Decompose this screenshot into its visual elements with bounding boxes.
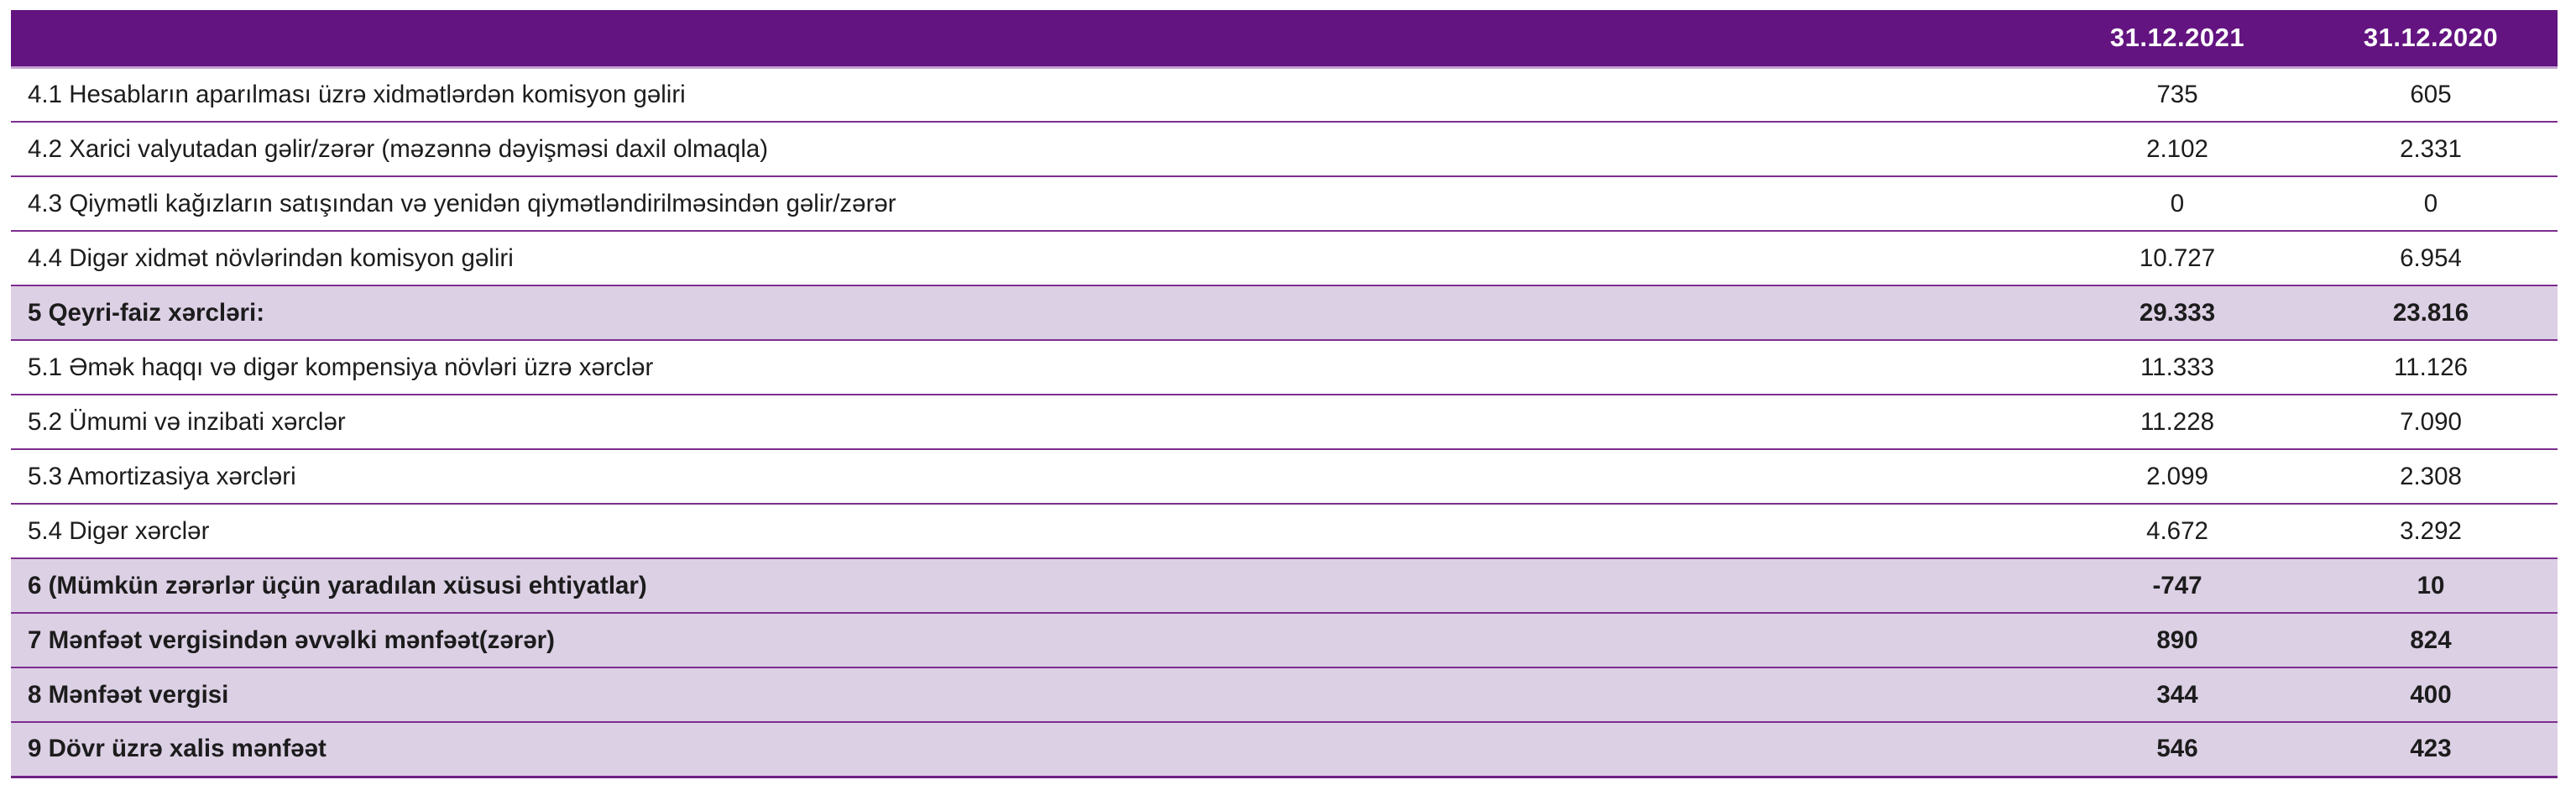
row-value-2021: -747: [2152, 571, 2202, 599]
row-label: 5 Qeyri-faiz xərcləri:: [28, 298, 265, 327]
row-label: 4.4 Digər xidmət növlərindən komisyon gə…: [28, 243, 514, 272]
row-value-2021: 735: [2156, 80, 2198, 108]
financial-table: 31.12.2021 31.12.2020 4.1 Hesabların apa…: [11, 10, 2558, 778]
row-value-2020: 0: [2423, 189, 2438, 217]
row-value-2021: 29.333: [2139, 298, 2216, 327]
row-value-2021: 11.333: [2140, 353, 2215, 381]
row-label: 7 Mənfəət vergisindən əvvəlki mənfəət(zə…: [28, 625, 555, 654]
row-value-2021: 2.102: [2146, 134, 2208, 163]
column-header-labels: [11, 10, 2051, 69]
row-value-2020: 824: [2410, 625, 2452, 654]
table-row: 5.3 Amortizasiya xərcləri 2.099 2.308: [11, 449, 2558, 504]
row-label: 5.3 Amortizasiya xərcləri: [28, 462, 296, 490]
row-value-2020: 2.308: [2400, 462, 2462, 490]
row-label: 9 Dövr üzrə xalis mənfəət: [28, 735, 327, 763]
row-label: 4.1 Hesabların aparılması üzrə xidmətlər…: [28, 80, 686, 108]
column-header-31-12-2020: 31.12.2020: [2304, 10, 2558, 69]
row-value-2021: 4.672: [2146, 516, 2208, 545]
row-value-2021: 890: [2156, 625, 2198, 654]
table-row: 5 Qeyri-faiz xərcləri: 29.333 23.816: [11, 285, 2558, 340]
table-header-row: 31.12.2021 31.12.2020: [11, 10, 2558, 69]
row-value-2020: 605: [2410, 80, 2452, 108]
row-label: 4.2 Xarici valyutadan gəlir/zərər (məzən…: [28, 134, 769, 163]
row-value-2020: 400: [2410, 680, 2452, 709]
row-label: 5.2 Ümumi və inzibati xərclər: [28, 407, 346, 436]
row-value-2020: 3.292: [2400, 516, 2462, 545]
table-body: 4.1 Hesabların aparılması üzrə xidmətlər…: [11, 67, 2558, 777]
row-value-2021: 0: [2170, 189, 2185, 217]
row-value-2020: 423: [2410, 735, 2452, 763]
row-value-2020: 7.090: [2400, 407, 2462, 436]
table-row: 4.1 Hesabların aparılması üzrə xidmətlər…: [11, 67, 2558, 122]
row-value-2021: 10.727: [2139, 243, 2216, 272]
table-row: 6 (Mümkün zərərlər üçün yaradılan xüsusi…: [11, 558, 2558, 613]
row-value-2020: 10: [2417, 571, 2445, 599]
table-row: 4.4 Digər xidmət növlərindən komisyon gə…: [11, 231, 2558, 285]
table-row: 5.4 Digər xərclər 4.672 3.292: [11, 504, 2558, 558]
row-value-2020: 23.816: [2392, 298, 2469, 327]
row-value-2020: 2.331: [2400, 134, 2462, 163]
row-value-2021: 11.228: [2140, 407, 2215, 436]
row-label: 5.1 Əmək haqqı və digər kompensiya növlə…: [28, 353, 654, 381]
table-row: 5.2 Ümumi və inzibati xərclər 11.228 7.090: [11, 395, 2558, 449]
row-value-2021: 546: [2156, 735, 2198, 763]
row-value-2020: 11.126: [2393, 353, 2469, 381]
row-value-2021: 344: [2156, 680, 2198, 709]
column-header-31-12-2021: 31.12.2021: [2051, 10, 2304, 69]
row-value-2020: 6.954: [2400, 243, 2462, 272]
table-row: 4.3 Qiymətli kağızların satışından və ye…: [11, 176, 2558, 231]
table-row: 5.1 Əmək haqqı və digər kompensiya növlə…: [11, 340, 2558, 395]
row-label: 5.4 Digər xərclər: [28, 516, 210, 545]
table-row: 8 Mənfəət vergisi 344 400: [11, 667, 2558, 722]
table-row: 4.2 Xarici valyutadan gəlir/zərər (məzən…: [11, 122, 2558, 176]
row-label: 6 (Mümkün zərərlər üçün yaradılan xüsusi…: [28, 571, 647, 599]
table-row: 9 Dövr üzrə xalis mənfəət 546 423: [11, 722, 2558, 777]
row-label: 4.3 Qiymətli kağızların satışından və ye…: [28, 189, 896, 217]
row-label: 8 Mənfəət vergisi: [28, 680, 229, 709]
row-value-2021: 2.099: [2146, 462, 2208, 490]
table-header: 31.12.2021 31.12.2020: [11, 10, 2558, 69]
table-row: 7 Mənfəət vergisindən əvvəlki mənfəət(zə…: [11, 613, 2558, 667]
